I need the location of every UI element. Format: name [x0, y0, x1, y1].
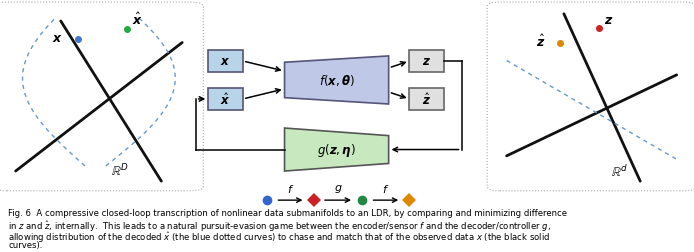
Text: $\mathbb{R}^d$: $\mathbb{R}^d$: [611, 163, 628, 179]
Text: $f(\boldsymbol{x},\boldsymbol{\theta})$: $f(\boldsymbol{x},\boldsymbol{\theta})$: [319, 73, 355, 88]
Text: $\boldsymbol{x}$: $\boldsymbol{x}$: [52, 32, 63, 45]
Text: $\hat{\boldsymbol{x}}$: $\hat{\boldsymbol{x}}$: [133, 11, 143, 27]
Text: $\boldsymbol{z}$: $\boldsymbol{z}$: [423, 55, 431, 68]
Text: $\hat{\boldsymbol{z}}$: $\hat{\boldsymbol{z}}$: [423, 91, 431, 108]
FancyBboxPatch shape: [409, 51, 444, 73]
FancyBboxPatch shape: [208, 89, 243, 110]
Text: Fig. 6  A compressive closed-loop transcription of nonlinear data submanifolds t: Fig. 6 A compressive closed-loop transcr…: [8, 208, 567, 217]
Polygon shape: [285, 129, 389, 171]
Text: $\boldsymbol{z}$: $\boldsymbol{z}$: [604, 14, 613, 27]
FancyBboxPatch shape: [487, 3, 694, 191]
FancyBboxPatch shape: [208, 51, 243, 73]
Text: allowing distribution of the decoded $\hat{x}$ (the blue dotted curves) to chase: allowing distribution of the decoded $\h…: [8, 230, 550, 244]
FancyBboxPatch shape: [0, 3, 203, 191]
Text: $\boldsymbol{x}$: $\boldsymbol{x}$: [221, 55, 230, 68]
Text: $g$: $g$: [334, 182, 342, 194]
Text: in $z$ and $\hat{z}$, internally.  This leads to a natural pursuit-evasion game : in $z$ and $\hat{z}$, internally. This l…: [8, 219, 551, 233]
Text: $\hat{\boldsymbol{z}}$: $\hat{\boldsymbol{z}}$: [536, 34, 545, 50]
Text: $\mathbb{R}^D$: $\mathbb{R}^D$: [111, 162, 128, 179]
Text: $f$: $f$: [382, 182, 389, 194]
Text: $\hat{\boldsymbol{x}}$: $\hat{\boldsymbol{x}}$: [221, 91, 230, 108]
Polygon shape: [285, 57, 389, 105]
Text: $f$: $f$: [287, 182, 294, 194]
Text: $g(\boldsymbol{z},\boldsymbol{\eta})$: $g(\boldsymbol{z},\boldsymbol{\eta})$: [317, 141, 356, 159]
Text: curves).: curves).: [8, 240, 43, 249]
FancyBboxPatch shape: [409, 89, 444, 110]
